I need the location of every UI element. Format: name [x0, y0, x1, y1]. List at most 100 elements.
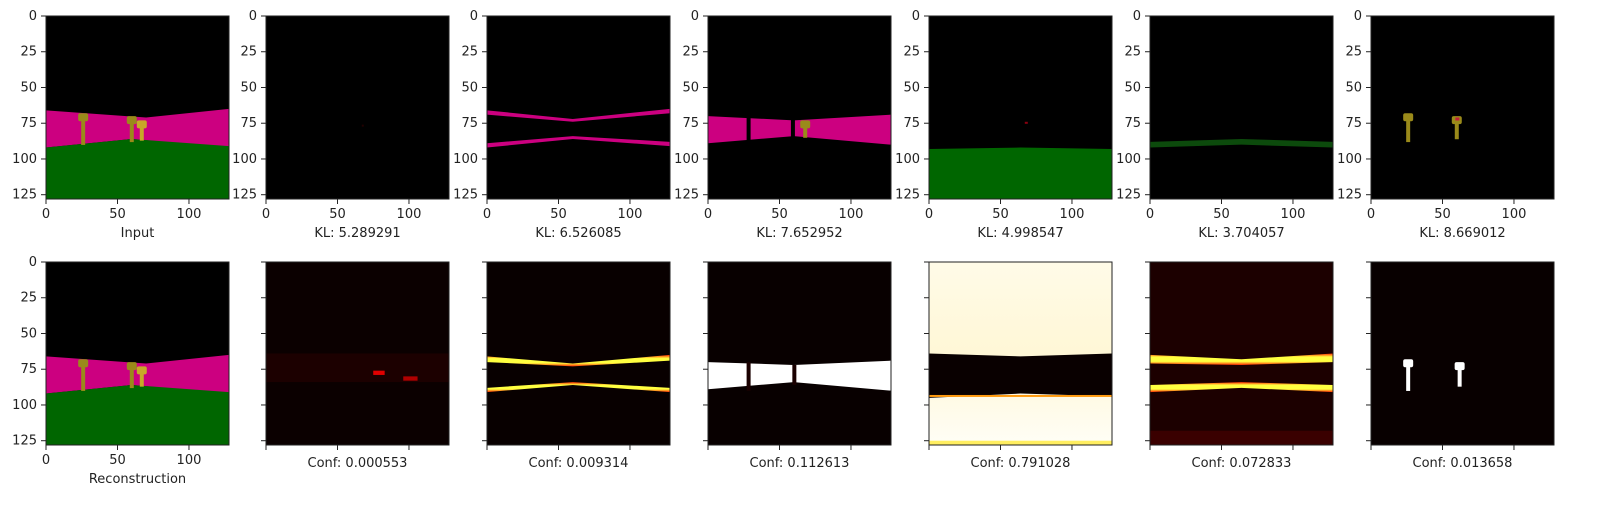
key-left: [1403, 113, 1414, 143]
speck: [1024, 121, 1028, 124]
x-tick-label: 100: [177, 453, 202, 468]
panel-frame: [265, 261, 450, 446]
y-tick-label: 125: [1337, 188, 1362, 203]
gap-left: [746, 362, 751, 391]
panel-image: [46, 16, 229, 199]
y-tick-label: 75: [1345, 116, 1362, 131]
key-head: [136, 366, 147, 375]
key-shaft: [81, 119, 86, 145]
panel-bottom-1: Conf: 0.000553: [261, 261, 450, 471]
x-tick-label: 100: [397, 207, 422, 222]
grass: [46, 384, 229, 445]
wall-bottom-edge: [487, 136, 670, 148]
y-tick-label: 50: [240, 80, 257, 95]
wall: [46, 108, 229, 148]
panel-frame: [45, 15, 230, 200]
x-tick-label: 0: [262, 207, 270, 222]
background: [1150, 262, 1333, 445]
key-shaft: [1457, 368, 1462, 387]
y-tick-label: 125: [232, 188, 257, 203]
y-tick-label: 100: [232, 152, 257, 167]
panel-image: [1371, 262, 1554, 445]
gap-right: [792, 364, 797, 385]
key-head: [1454, 362, 1465, 371]
key-small: [800, 120, 811, 138]
x-tick-label: 100: [839, 207, 864, 222]
panel-top-5: 0 25 50 75 100 125 0 50 100 KL: 3.704057: [1116, 9, 1334, 241]
y-tick-label: 50: [20, 80, 37, 95]
panel-caption: KL: 6.526085: [535, 226, 621, 241]
background: [708, 262, 891, 445]
background: [487, 262, 670, 445]
y-tick-label: 50: [903, 80, 920, 95]
y-tick-label: 25: [682, 45, 699, 60]
y-tick-label: 0: [249, 9, 257, 24]
y-tick-label: 100: [12, 398, 37, 413]
y-tick-label: 50: [682, 80, 699, 95]
y-tick-label: 100: [1116, 152, 1141, 167]
background: [1150, 16, 1333, 199]
mask-top-line: [1150, 353, 1333, 365]
key-shaft: [129, 368, 134, 389]
key-right-mask: [1454, 362, 1465, 387]
y-tick-label: 75: [1124, 116, 1141, 131]
y-tick-label: 0: [912, 9, 920, 24]
x-tick-label: 0: [1367, 207, 1375, 222]
panel-image: [929, 262, 1112, 445]
y-tick-label: 75: [20, 116, 37, 131]
panel-frame: [928, 261, 1113, 446]
panel-top-1: 0 25 50 75 100 125 0 50 100 KL: 5.289291: [232, 9, 450, 241]
key-head: [800, 120, 811, 129]
key-left-mask: [1403, 359, 1414, 391]
x-tick-label: 100: [1502, 207, 1527, 222]
x-tick-label: 0: [704, 207, 712, 222]
key-head: [136, 120, 147, 129]
key-small: [136, 366, 147, 387]
grass: [46, 138, 229, 199]
x-tick-label: 0: [42, 453, 50, 468]
panel-caption: KL: 5.289291: [314, 226, 400, 241]
wall: [708, 114, 891, 145]
key-right: [126, 362, 137, 389]
panel-image: [487, 16, 670, 199]
y-tick-label: 75: [682, 116, 699, 131]
key-left: [78, 113, 89, 145]
y-tick-label: 100: [453, 152, 478, 167]
hot-spot: [373, 370, 385, 375]
x-tick-label: 50: [550, 207, 567, 222]
panel-caption: Conf: 0.000553: [308, 456, 408, 471]
panel-caption: Conf: 0.009314: [529, 456, 629, 471]
panel-image: [1371, 16, 1554, 199]
y-tick-label: 25: [240, 45, 257, 60]
panel-top-4: 0 25 50 75 100 125 0 50 100 KL: 4.998547: [895, 9, 1113, 241]
x-tick-label: 50: [771, 207, 788, 222]
key-shaft: [81, 365, 86, 391]
y-tick-label: 75: [461, 116, 478, 131]
panel-caption: KL: 8.669012: [1419, 226, 1505, 241]
mask-bottom-edge: [487, 382, 670, 393]
y-tick-label: 50: [1345, 80, 1362, 95]
panel-bottom-4: Conf: 0.791028: [924, 261, 1113, 471]
wall: [46, 354, 229, 394]
panel-frame: [45, 261, 230, 446]
key-shaft: [129, 122, 134, 143]
panel-image: [1150, 262, 1333, 445]
y-tick-label: 100: [12, 152, 37, 167]
key-head: [1403, 359, 1414, 368]
y-tick-label: 125: [12, 188, 37, 203]
key-shaft: [803, 126, 808, 138]
panel-caption: Conf: 0.072833: [1192, 456, 1292, 471]
x-tick-label: 0: [925, 207, 933, 222]
panel-bottom-3: Conf: 0.112613: [703, 261, 892, 471]
y-tick-label: 75: [20, 362, 37, 377]
panel-frame: [486, 15, 671, 200]
panel-caption: KL: 7.652952: [756, 226, 842, 241]
y-tick-label: 25: [20, 291, 37, 306]
panel-image: [929, 16, 1112, 199]
panel-frame: [1370, 15, 1555, 200]
y-tick-label: 50: [1124, 80, 1141, 95]
panel-frame: [928, 15, 1113, 200]
panel-caption: Conf: 0.791028: [971, 456, 1071, 471]
key-shaft: [1406, 119, 1411, 143]
key-shaft: [139, 126, 144, 141]
